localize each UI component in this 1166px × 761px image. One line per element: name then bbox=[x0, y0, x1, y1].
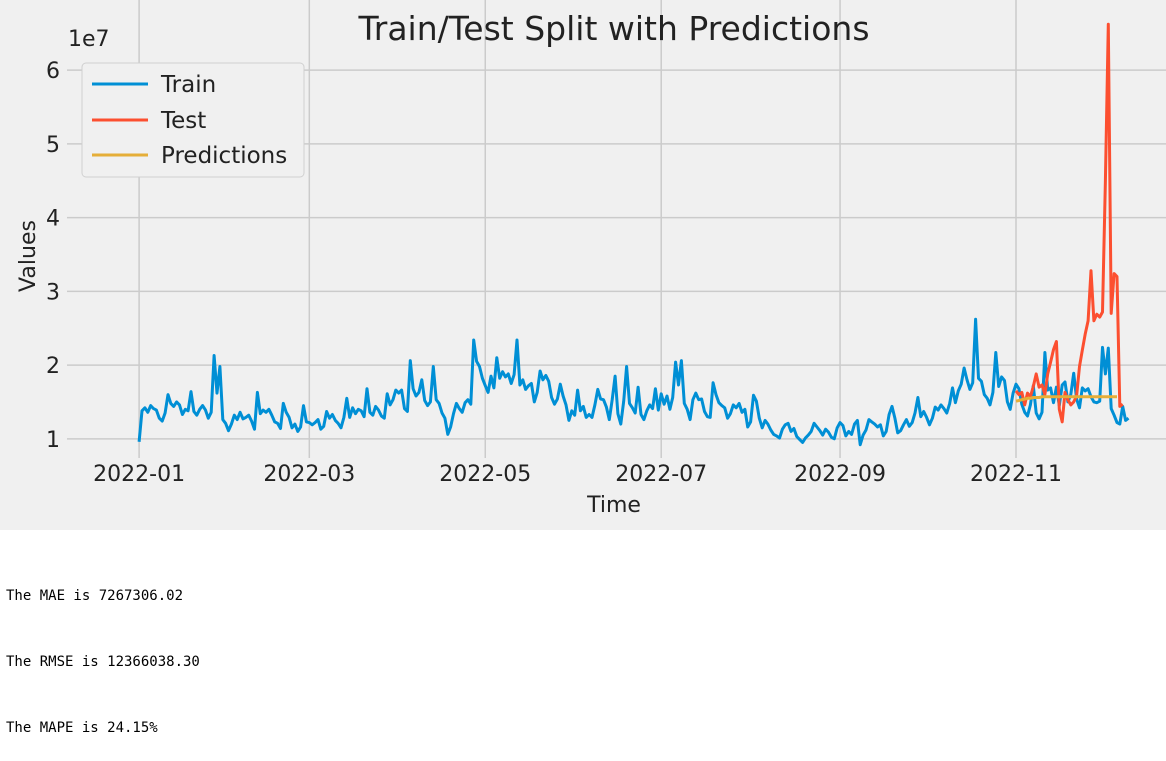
y-tick-label: 6 bbox=[46, 59, 60, 84]
chart-title: Train/Test Split with Predictions bbox=[357, 9, 869, 48]
y-offset-label: 1e7 bbox=[68, 27, 110, 52]
legend-label-predictions: Predictions bbox=[161, 143, 287, 169]
legend: Train Test Predictions bbox=[81, 62, 305, 178]
x-tick-label: 2022-03 bbox=[263, 462, 355, 487]
x-tick-label: 2022-01 bbox=[93, 462, 185, 487]
x-axis-label: Time bbox=[586, 493, 641, 518]
mape-output: The MAPE is 24.15% bbox=[6, 720, 158, 736]
y-tick-label: 5 bbox=[46, 133, 60, 158]
figure-area: 2022-01 2022-03 2022-05 2022-07 2022-09 2022-… bbox=[0, 0, 1166, 530]
line-chart: 2022-01 2022-03 2022-05 2022-07 2022-09 2022-… bbox=[16, 0, 1166, 518]
legend-label-train: Train bbox=[160, 72, 216, 98]
legend-box bbox=[81, 62, 305, 178]
x-tick-label: 2022-11 bbox=[970, 462, 1062, 487]
series-line-predictions bbox=[1015, 395, 1117, 403]
legend-label-test: Test bbox=[160, 108, 206, 134]
series-line-train bbox=[137, 317, 1130, 447]
y-tick-label: 4 bbox=[46, 207, 60, 232]
x-tick-label: 2022-05 bbox=[439, 462, 531, 487]
series-lines bbox=[137, 22, 1130, 447]
x-tick-label: 2022-07 bbox=[615, 462, 707, 487]
tick-labels: 2022-01 2022-03 2022-05 2022-07 2022-09 2022-… bbox=[46, 59, 1062, 487]
mae-output: The MAE is 7267306.02 bbox=[6, 588, 184, 604]
y-axis-label: Values bbox=[16, 220, 41, 292]
y-tick-label: 1 bbox=[46, 428, 60, 453]
y-tick-label: 2 bbox=[46, 354, 60, 379]
output-text: The MAE is 7267306.02 The RMSE is 123660… bbox=[6, 541, 200, 761]
rmse-output: The RMSE is 12366038.30 bbox=[6, 654, 200, 670]
series-line-test bbox=[1014, 22, 1124, 424]
x-tick-label: 2022-09 bbox=[794, 462, 886, 487]
y-tick-label: 3 bbox=[46, 280, 60, 305]
